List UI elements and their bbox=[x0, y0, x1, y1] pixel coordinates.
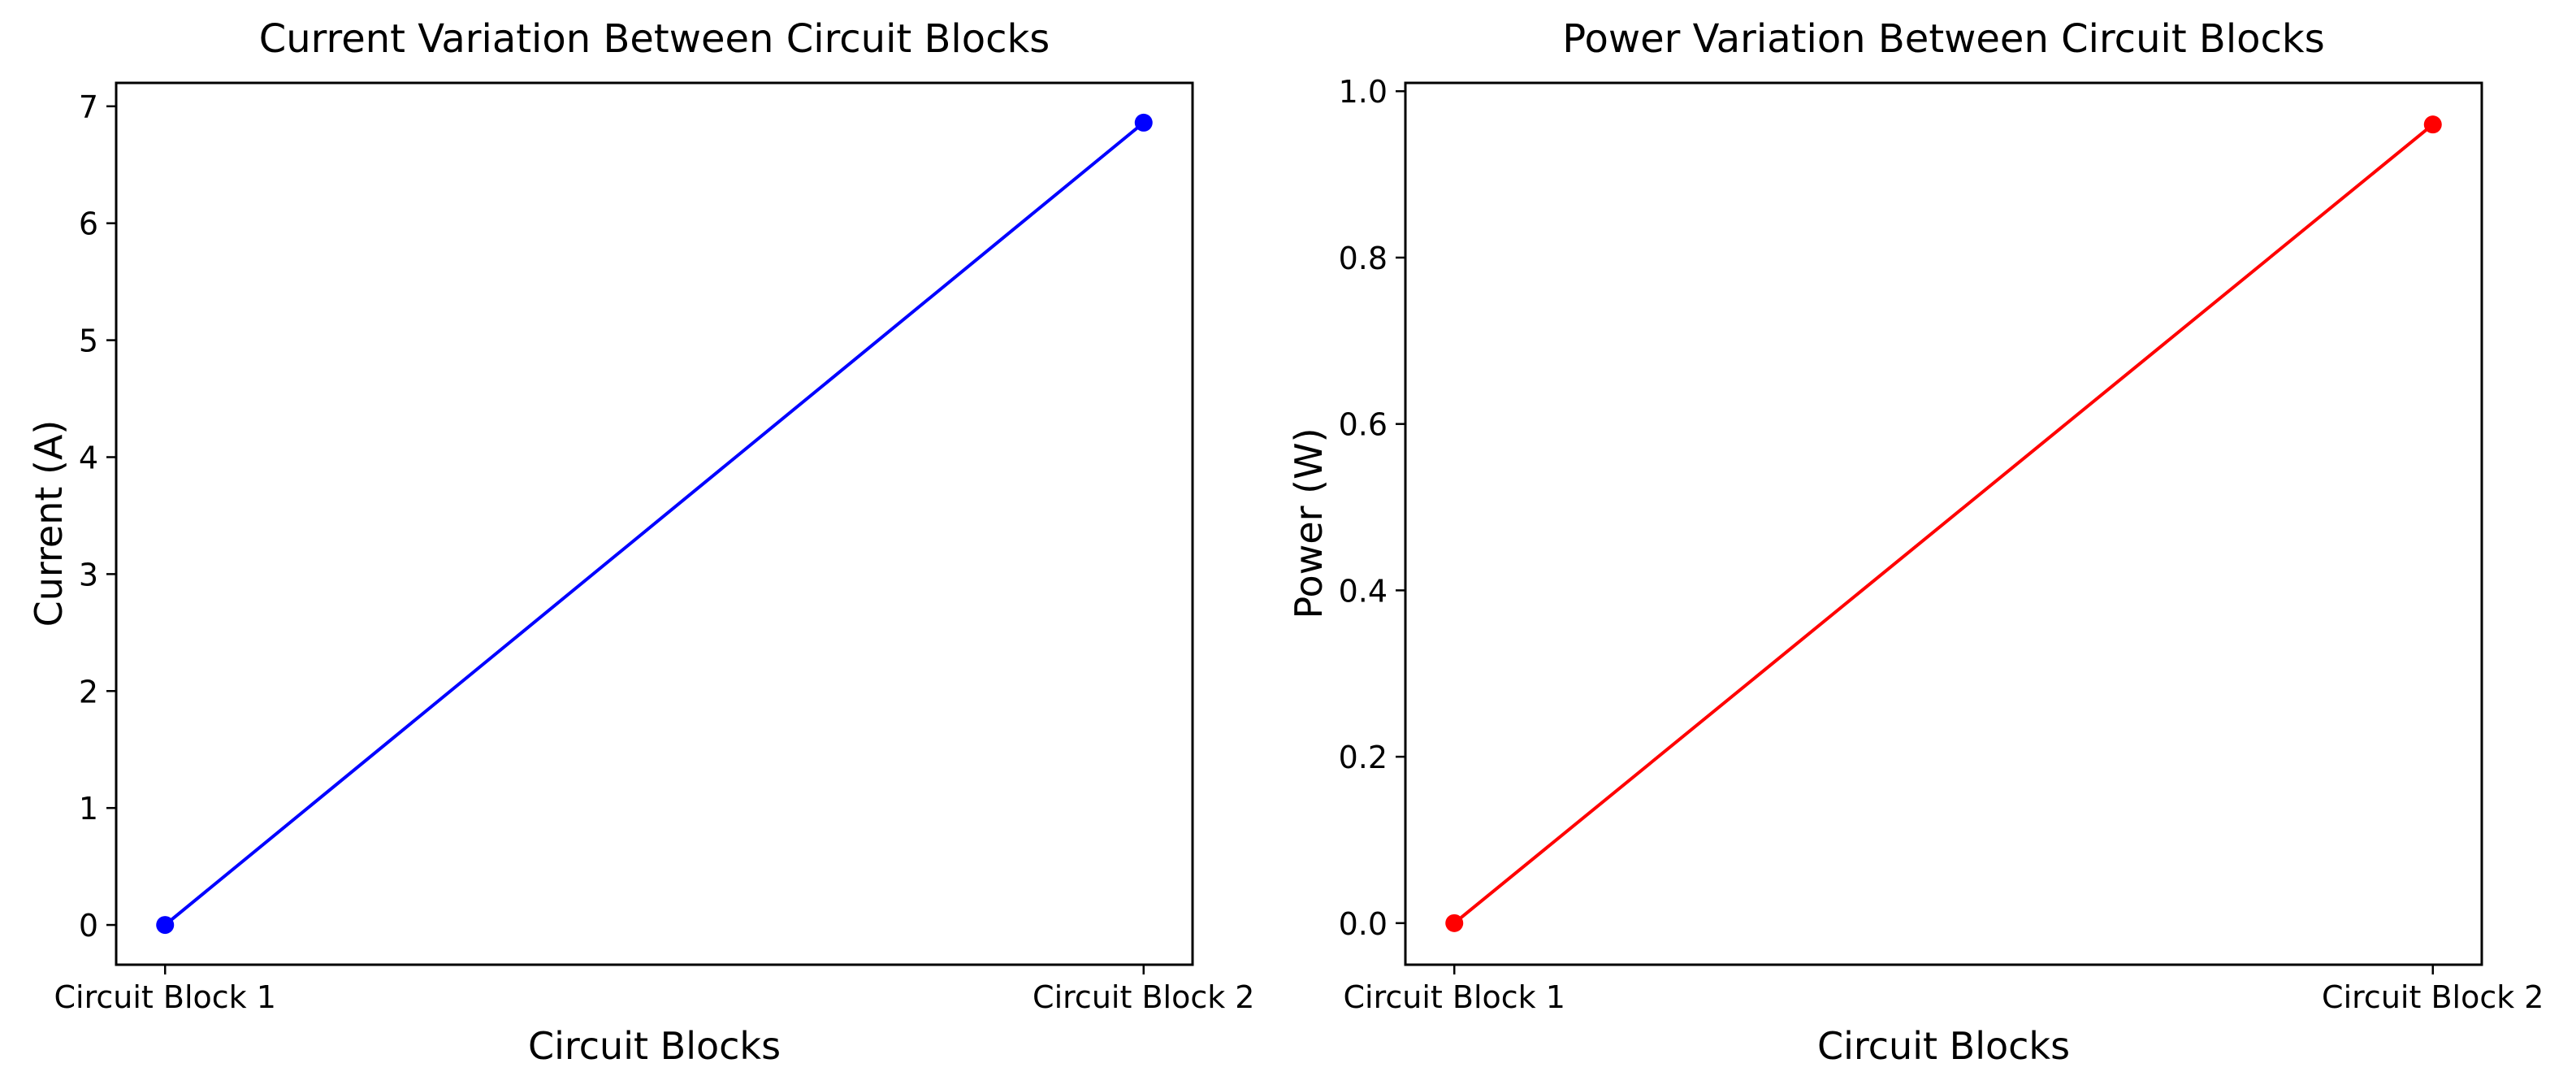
x-tick-label: Circuit Block 1 bbox=[54, 979, 276, 1015]
plot-border bbox=[115, 81, 1194, 966]
data-point-marker bbox=[1445, 914, 1464, 932]
plot-border bbox=[1404, 81, 2483, 966]
y-tick-label: 0.2 bbox=[1339, 740, 1388, 775]
x-axis-label: Circuit Blocks bbox=[527, 1024, 781, 1068]
y-tick-label: 0.8 bbox=[1339, 241, 1388, 276]
y-tick-label: 3 bbox=[79, 557, 98, 592]
y-tick-label: 4 bbox=[79, 440, 98, 475]
y-tick-label: 2 bbox=[79, 674, 98, 710]
x-tick-label: Circuit Block 2 bbox=[2322, 979, 2544, 1015]
y-tick-label: 0.6 bbox=[1339, 407, 1388, 443]
data-point-marker bbox=[156, 916, 175, 935]
data-point-marker bbox=[2423, 115, 2442, 134]
y-tick-label: 5 bbox=[79, 323, 98, 359]
current-plot-area: 0 1 2 3 4 5 6 7 Circuit Block 1 Circuit Block 2 bbox=[54, 81, 1254, 1015]
data-point-marker bbox=[1134, 113, 1153, 132]
y-tick-label: 1.0 bbox=[1339, 74, 1388, 110]
y-tick-label: 6 bbox=[79, 206, 98, 242]
y-tick-label: 0 bbox=[79, 908, 98, 944]
power-plot-area: 0.0 0.2 0.4 0.6 0.8 1.0 Circuit Block 1 Circuit… bbox=[1339, 74, 2544, 1015]
y-tick-label: 0.0 bbox=[1339, 906, 1388, 942]
data-line bbox=[163, 120, 1145, 927]
x-tick-label: Circuit Block 2 bbox=[1033, 979, 1254, 1015]
y-tick-label: 1 bbox=[79, 791, 98, 827]
data-line bbox=[1453, 123, 2435, 925]
x-axis-label: Circuit Blocks bbox=[1816, 1024, 2071, 1068]
power-variation-chart: Power Variation Between Circuit Blocks P… bbox=[1287, 0, 2576, 1085]
chart-title: Power Variation Between Circuit Blocks bbox=[1562, 16, 2325, 62]
x-tick-label: Circuit Block 1 bbox=[1344, 979, 1565, 1015]
current-variation-chart: Current Variation Between Circuit Blocks… bbox=[27, 16, 1254, 1068]
chart-title: Current Variation Between Circuit Blocks bbox=[258, 16, 1050, 62]
y-tick-label: 0.4 bbox=[1339, 573, 1388, 609]
y-tick-label: 7 bbox=[79, 89, 98, 125]
